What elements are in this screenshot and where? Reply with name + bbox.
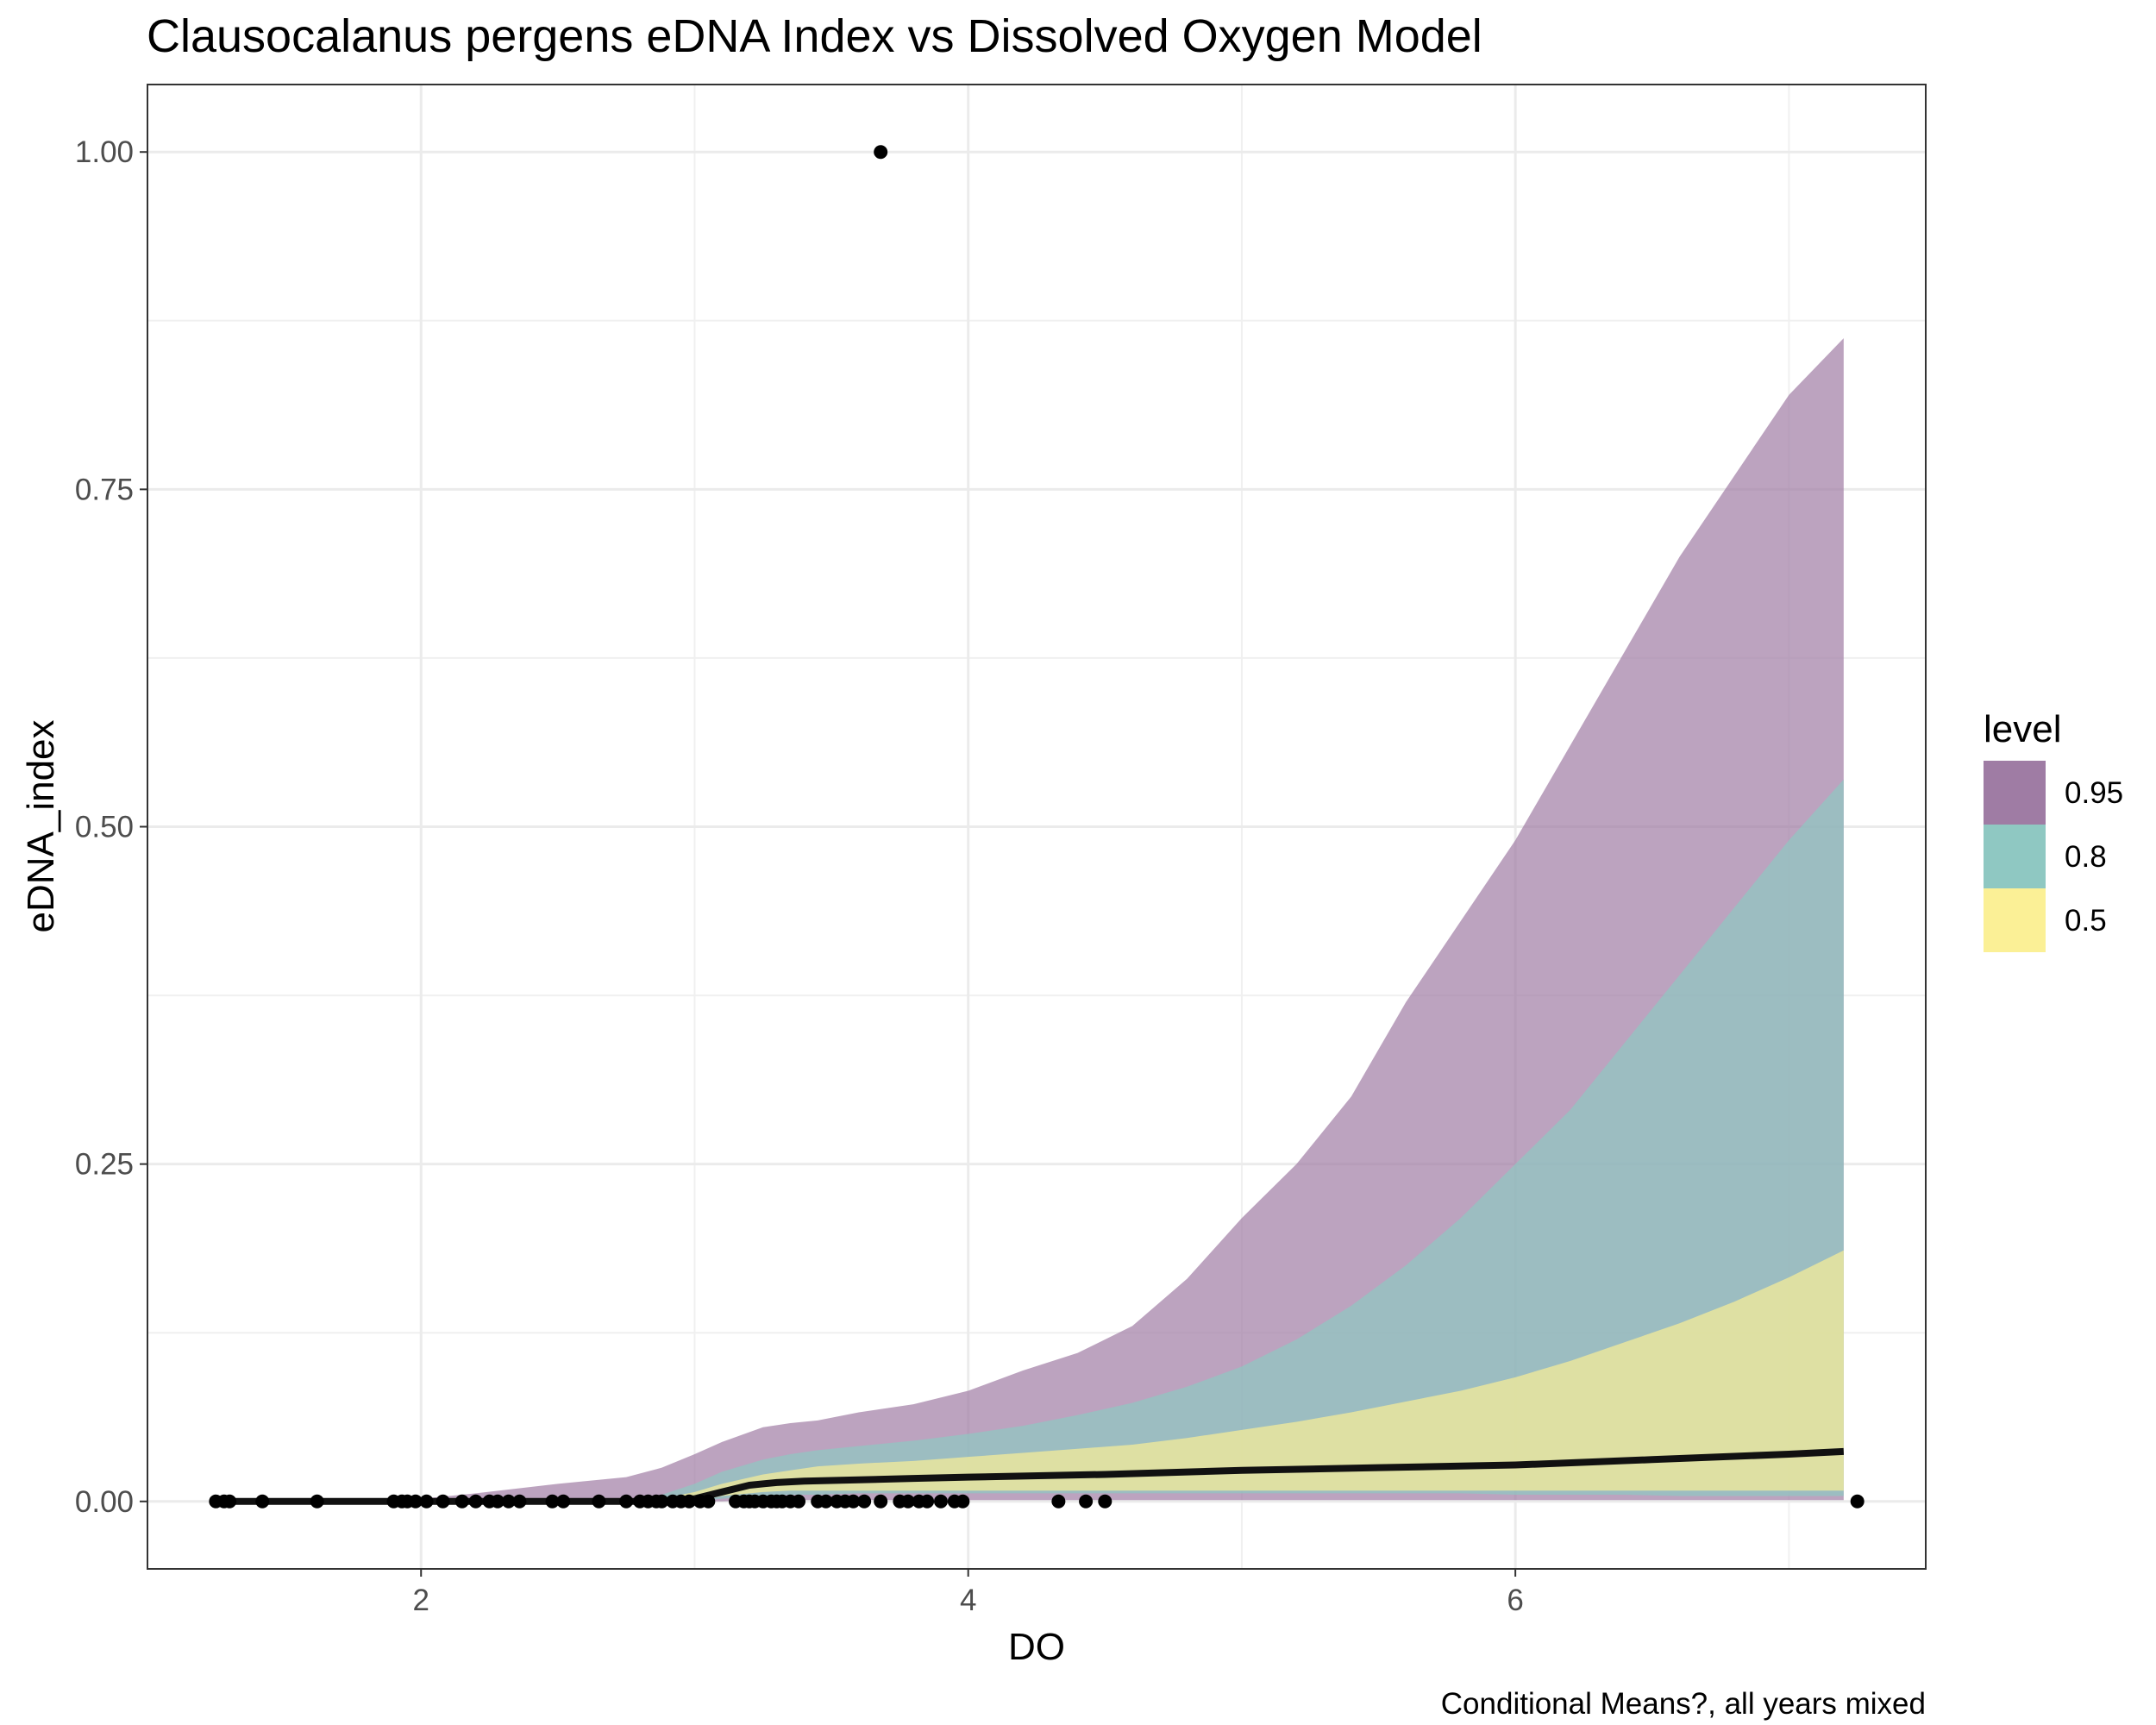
data-point (1098, 1494, 1112, 1509)
x-tick-label: 6 (1507, 1584, 1523, 1617)
data-point (920, 1494, 935, 1509)
data-point (468, 1494, 483, 1509)
data-point (512, 1494, 527, 1509)
data-point (592, 1494, 606, 1509)
data-point (255, 1494, 270, 1509)
data-point (454, 1494, 469, 1509)
observation-points (209, 145, 1865, 1509)
data-point (900, 1494, 915, 1509)
data-point (682, 1494, 697, 1509)
data-point (818, 1494, 833, 1509)
data-point (222, 1494, 237, 1509)
x-tick-label: 4 (960, 1584, 976, 1617)
data-point (846, 1494, 861, 1509)
x-tick-label: 2 (412, 1584, 429, 1617)
legend-label-0-8: 0.8 (2065, 840, 2107, 874)
mean-line-group (229, 1447, 1845, 1505)
y-tick-label: 0.50 (75, 811, 134, 844)
ribbon-0-95 (229, 338, 1844, 1502)
ribbon-0-8 (229, 779, 1844, 1502)
data-point (1079, 1494, 1094, 1509)
y-tick-label: 0.25 (75, 1148, 134, 1182)
data-point (419, 1494, 434, 1509)
y-tick-label: 1.00 (75, 135, 134, 169)
data-point (874, 1494, 888, 1509)
data-point (792, 1494, 806, 1509)
data-point (556, 1494, 571, 1509)
data-point (619, 1494, 634, 1509)
data-point (501, 1494, 516, 1509)
data-point (491, 1494, 505, 1509)
data-point (701, 1494, 716, 1509)
y-tick-label: 0.00 (75, 1485, 134, 1519)
ribbon-0-5 (229, 1250, 1844, 1502)
y-axis-title: eDNA_index (20, 719, 62, 932)
legend-title: level (1984, 708, 2062, 750)
axis-ticks: 2 4 6 0.00 0.25 0.50 0.75 1.00 (75, 135, 1524, 1617)
data-point (545, 1494, 560, 1509)
data-point (857, 1494, 872, 1509)
caption: Conditional Means?, all years mixed (1441, 1687, 1926, 1721)
data-point (436, 1494, 450, 1509)
data-point (310, 1494, 324, 1509)
data-point (1051, 1494, 1066, 1509)
legend-key-0-8 (1984, 825, 2046, 888)
legend-key-0-5 (1984, 888, 2046, 952)
legend: level 0.95 0.8 0.5 (1984, 708, 2123, 952)
mean-line (229, 1447, 1845, 1505)
legend-key-0-95 (1984, 761, 2046, 825)
data-point (956, 1494, 970, 1509)
chart-title: Clausocalanus pergens eDNA Index vs Diss… (147, 10, 1482, 62)
legend-label-0-95: 0.95 (2065, 776, 2123, 810)
data-point (933, 1494, 948, 1509)
data-point (408, 1494, 423, 1509)
data-point (874, 145, 888, 160)
ribbons (229, 338, 1844, 1502)
y-tick-label: 0.75 (75, 473, 134, 506)
legend-label-0-5: 0.5 (2065, 904, 2107, 938)
data-point (655, 1494, 669, 1509)
x-axis-title: DO (1008, 1626, 1065, 1668)
data-point (1850, 1494, 1865, 1509)
